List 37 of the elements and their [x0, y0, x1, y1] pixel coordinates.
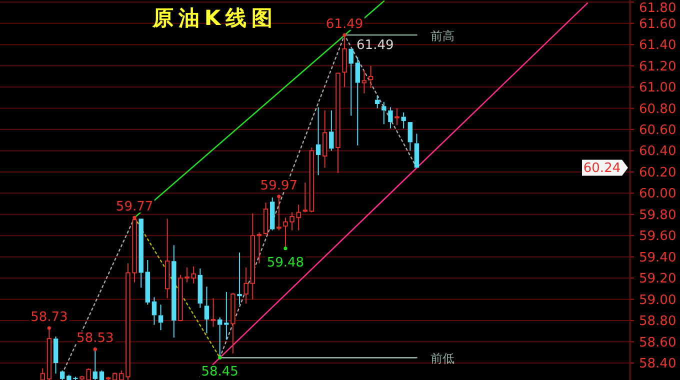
annotation: 60.24 [583, 161, 621, 176]
data-label: 58.53 [76, 331, 114, 346]
y-tick-label: 59.80 [639, 208, 676, 223]
y-tick-label: 58.80 [639, 314, 676, 330]
y-tick-label: 60.80 [639, 102, 676, 117]
data-label: 61.49 [356, 38, 394, 54]
point [218, 356, 222, 360]
chart-title: 原油K线图 [151, 6, 278, 30]
y-tick-label: 60.20 [639, 165, 676, 180]
y-tick-label: 59.20 [639, 272, 676, 287]
point [47, 326, 52, 330]
y-tick-label: 59.00 [639, 292, 676, 308]
y-tick-label: 61.20 [639, 59, 676, 74]
y-tick-label: 59.40 [639, 250, 676, 266]
y-tick-label: 60.40 [639, 144, 676, 160]
y-tick-label: 61.00 [639, 80, 676, 96]
y-tick-label: 58.60 [639, 335, 676, 350]
y-tick-label: 61.40 [639, 38, 676, 54]
data-label: 61.49 [326, 17, 364, 32]
series-label: 前低 [430, 352, 455, 366]
y-tick-label: 58.40 [639, 356, 676, 372]
y-tick-label: 60.60 [639, 122, 676, 138]
series-label: 前高 [430, 29, 455, 44]
price-tag: 60.24 [582, 160, 628, 176]
data-label: 58.73 [30, 310, 68, 325]
y-tick-label: 59.60 [639, 229, 676, 244]
y-tick-label: 61.80 [639, 1, 676, 16]
data-label: 59.97 [260, 178, 298, 194]
point [342, 33, 346, 37]
point [277, 194, 281, 198]
y-tick-label: 60.00 [639, 186, 676, 202]
point [284, 246, 288, 250]
data-label: 58.45 [201, 364, 238, 380]
point [93, 347, 97, 352]
y-tick-label: 61.60 [639, 16, 676, 32]
data-label: 59.48 [266, 255, 304, 270]
data-label: 59.77 [116, 200, 154, 215]
